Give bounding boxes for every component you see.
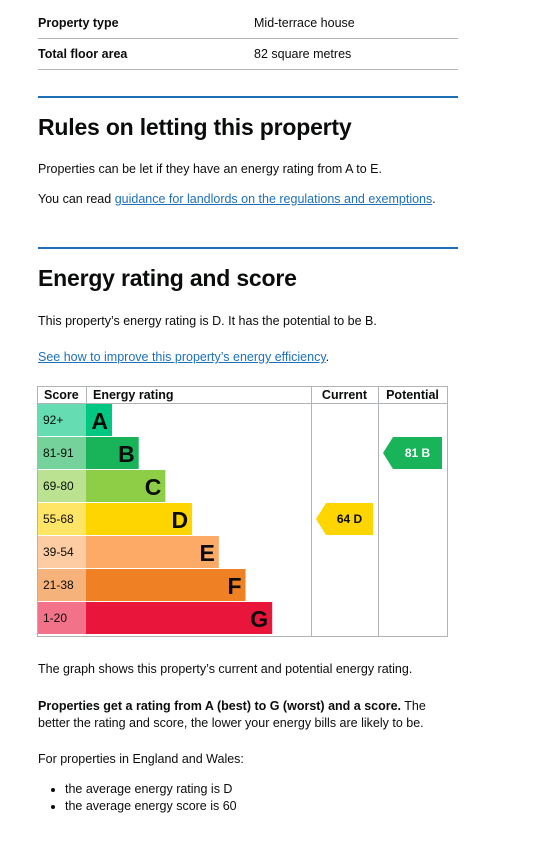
current-rating-label: 64 D xyxy=(337,512,363,526)
rating-band-letter: B xyxy=(118,441,135,467)
rating-explanation-bold: Properties get a rating from A (best) to… xyxy=(38,699,402,713)
england-wales-text: For properties in England and Wales: xyxy=(38,752,244,766)
section-divider xyxy=(38,247,458,249)
letting-guidance-suffix: . xyxy=(432,192,436,206)
chart-column-header: Score xyxy=(44,388,79,402)
letting-heading: Rules on letting this property xyxy=(38,114,352,140)
chart-column-header: Potential xyxy=(386,388,439,402)
average-list: the average energy rating is D the avera… xyxy=(38,781,237,815)
summary-value: 82 square metres xyxy=(254,47,352,61)
rating-explanation: Properties get a rating from A (best) to… xyxy=(38,698,458,732)
score-range-label: 81-91 xyxy=(43,446,74,460)
score-range-cell xyxy=(38,437,86,469)
list-item: the average energy rating is D xyxy=(65,781,237,798)
letting-guidance-text: You can read guidance for landlords on t… xyxy=(38,191,458,208)
improve-link-line: See how to improve this property’s energ… xyxy=(38,349,458,366)
rating-band-bar xyxy=(86,470,166,502)
rating-band-bar xyxy=(86,602,273,634)
chart-column-header: Energy rating xyxy=(93,388,174,402)
rating-band-bar xyxy=(86,503,193,535)
letting-guidance-prefix: You can read xyxy=(38,192,115,206)
score-range-cell xyxy=(38,470,86,502)
potential-rating-label: 81 B xyxy=(405,446,431,460)
rating-band-letter: D xyxy=(171,507,188,533)
rating-band-letter: E xyxy=(199,540,214,566)
score-range-label: 39-54 xyxy=(43,545,74,559)
rating-band-letter: G xyxy=(250,606,268,632)
energy-rating-text: This property’s energy rating is D. It h… xyxy=(38,314,377,328)
section-divider xyxy=(38,96,458,98)
rating-band-bar xyxy=(86,536,219,568)
score-range-cell xyxy=(38,569,86,601)
summary-row-floor-area: Total floor area 82 square metres xyxy=(38,39,458,70)
score-range-label: 92+ xyxy=(43,413,63,427)
chart-column-header: Current xyxy=(322,388,368,402)
current-rating-arrow xyxy=(316,503,373,535)
score-range-label: 21-38 xyxy=(43,578,74,592)
rating-explanation-rest: The better the rating and score, the low… xyxy=(38,699,426,730)
summary-row-property-type: Property type Mid-terrace house xyxy=(38,8,458,39)
rating-band-letter: C xyxy=(145,474,162,500)
letting-text: Properties can be let if they have an en… xyxy=(38,162,382,176)
score-range-label: 1-20 xyxy=(43,611,67,625)
potential-rating-arrow xyxy=(383,437,442,469)
summary-label: Property type xyxy=(38,16,119,30)
score-range-label: 69-80 xyxy=(43,479,74,493)
graph-note: The graph shows this property’s current … xyxy=(38,662,413,676)
rating-band-letter: F xyxy=(227,573,241,599)
score-range-cell xyxy=(38,503,86,535)
rating-band-letter: A xyxy=(91,408,108,434)
summary-value: Mid-terrace house xyxy=(254,16,355,30)
summary-label: Total floor area xyxy=(38,47,128,61)
energy-rating-chart: Score Energy rating Current Potential 92+ A 81… xyxy=(37,386,448,637)
rating-band-bar xyxy=(86,569,246,601)
score-range-cell xyxy=(38,404,86,436)
score-range-cell xyxy=(38,602,86,634)
list-item: the average energy score is 60 xyxy=(65,798,237,815)
score-range-label: 55-68 xyxy=(43,512,74,526)
score-range-cell xyxy=(38,536,86,568)
energy-heading: Energy rating and score xyxy=(38,265,297,291)
improve-link-suffix: . xyxy=(325,350,330,364)
landlord-guidance-link[interactable]: guidance for landlords on the regulation… xyxy=(114,192,433,206)
improve-efficiency-link[interactable]: See how to improve this property’s energ… xyxy=(38,350,326,364)
rating-band-bar xyxy=(86,404,112,436)
rating-band-bar xyxy=(86,437,139,469)
